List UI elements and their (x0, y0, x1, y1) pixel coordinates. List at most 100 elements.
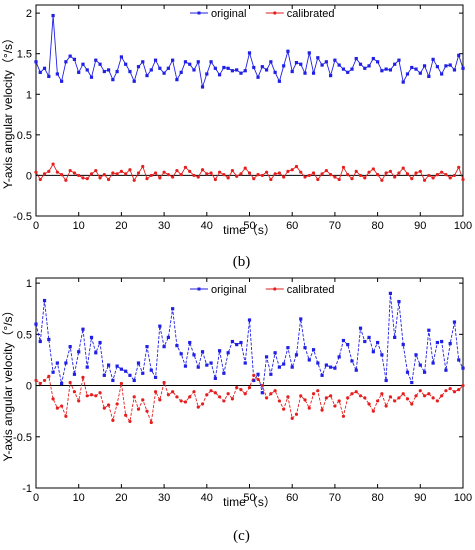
data-point-original (42, 298, 47, 303)
data-point-original (380, 353, 384, 357)
panel-caption: (b) (233, 254, 251, 270)
data-point-calibrated (329, 394, 333, 398)
data-point-original (239, 71, 243, 75)
data-point-calibrated (94, 394, 98, 398)
data-point-original (72, 372, 77, 376)
data-point-calibrated (393, 175, 397, 179)
data-point-original (363, 66, 367, 70)
data-point-calibrated (205, 393, 209, 397)
data-point-calibrated (218, 170, 222, 174)
data-point-original (337, 355, 341, 359)
data-point-calibrated (350, 392, 354, 396)
data-point-original (68, 54, 72, 58)
data-point-calibrated (431, 176, 435, 180)
data-point-original (141, 371, 145, 375)
data-point-original (401, 80, 405, 84)
data-point-calibrated (136, 171, 141, 175)
data-point-original (431, 361, 435, 365)
data-point-calibrated (222, 399, 226, 403)
data-point-original (192, 353, 196, 357)
data-point-calibrated (444, 173, 448, 177)
data-point-calibrated (448, 387, 452, 391)
data-point-calibrated (34, 170, 38, 174)
data-point-calibrated (431, 396, 435, 400)
x-tick-label: 0 (33, 492, 39, 504)
data-point-calibrated (277, 171, 281, 175)
legend-marker-original (197, 287, 201, 291)
data-point-calibrated (410, 402, 414, 406)
data-point-original (444, 64, 448, 68)
data-point-calibrated (196, 405, 200, 409)
data-point-calibrated (175, 395, 179, 399)
data-point-original (196, 60, 200, 64)
data-point-calibrated (128, 419, 132, 424)
data-point-calibrated (98, 391, 102, 395)
panel-caption: (c) (233, 528, 250, 544)
data-point-calibrated (162, 170, 166, 174)
data-point-calibrated (320, 408, 324, 412)
data-point-original (307, 358, 311, 362)
data-point-original (457, 53, 461, 57)
data-point-calibrated (171, 390, 175, 394)
data-point-original (106, 363, 111, 367)
data-point-calibrated (307, 406, 311, 410)
data-point-calibrated (162, 380, 166, 385)
data-point-original (324, 363, 328, 367)
data-point-calibrated (77, 173, 81, 178)
data-point-calibrated (320, 172, 324, 176)
data-point-calibrated (358, 173, 363, 178)
data-point-original (205, 72, 209, 76)
y-axis-label: Y-axis angular velocity（°/s） (1, 32, 15, 189)
data-point-calibrated (239, 388, 243, 392)
data-point-original (162, 71, 166, 75)
data-point-calibrated (55, 406, 59, 410)
data-point-calibrated (384, 404, 388, 408)
data-point-original (376, 340, 380, 345)
data-point-calibrated (42, 172, 47, 176)
legend-label-original: original (211, 8, 246, 20)
data-point-calibrated (273, 172, 277, 176)
data-point-original (393, 62, 397, 66)
data-point-original (243, 361, 247, 365)
data-point-original (358, 62, 363, 66)
data-point-calibrated (115, 172, 119, 176)
data-point-original (354, 368, 358, 372)
data-point-calibrated (230, 397, 235, 401)
data-point-original (367, 64, 371, 68)
data-point-calibrated (222, 173, 226, 177)
data-point-calibrated (346, 396, 350, 400)
data-point-calibrated (405, 172, 410, 176)
data-point-calibrated (303, 398, 307, 402)
data-point-calibrated (273, 389, 277, 393)
data-point-calibrated (226, 392, 230, 396)
data-point-calibrated (264, 396, 269, 400)
data-point-calibrated (111, 418, 115, 422)
data-point-calibrated (153, 171, 158, 175)
data-point-original (269, 60, 273, 64)
data-point-original (205, 363, 209, 367)
data-point-original (440, 72, 444, 76)
x-tick-label: 20 (115, 220, 127, 232)
data-point-calibrated (205, 172, 209, 176)
data-point-calibrated (303, 175, 307, 179)
data-point-calibrated (418, 169, 422, 173)
x-tick-label: 40 (201, 492, 213, 504)
data-point-original (85, 365, 89, 369)
data-point-original (350, 67, 354, 71)
data-point-calibrated (307, 173, 311, 178)
data-point-calibrated (188, 395, 192, 399)
data-point-calibrated (444, 389, 448, 393)
data-point-original (303, 71, 307, 75)
data-point-original (128, 69, 132, 74)
data-point-calibrated (166, 393, 170, 397)
data-point-original (444, 368, 448, 372)
data-point-original (89, 335, 94, 340)
plot-frame (35, 277, 464, 489)
data-point-calibrated (260, 383, 264, 388)
data-point-calibrated (341, 165, 346, 169)
data-point-calibrated (42, 378, 47, 383)
data-point-calibrated (337, 399, 341, 403)
data-point-original (218, 73, 222, 77)
data-point-calibrated (346, 173, 350, 177)
data-point-original (384, 67, 388, 71)
